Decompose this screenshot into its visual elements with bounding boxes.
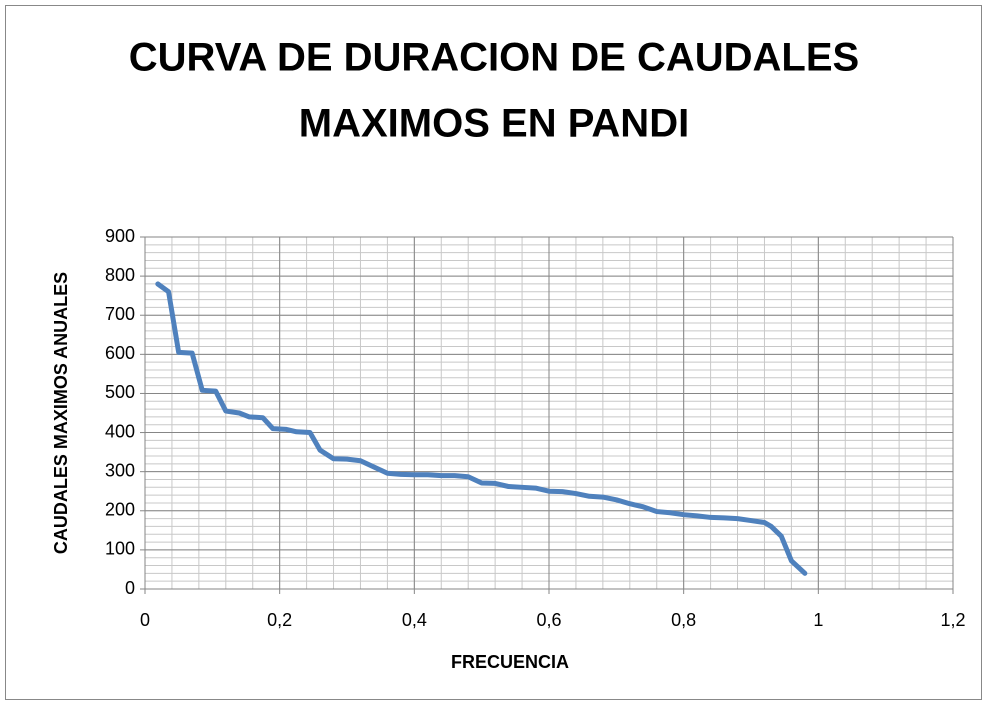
data-line: [155, 281, 808, 576]
x-axis-title: FRECUENCIA: [451, 652, 569, 672]
x-tick-label: 0,6: [536, 610, 561, 630]
y-tick-label: 100: [105, 539, 135, 559]
y-tick-label: 900: [105, 226, 135, 246]
x-tick-label: 0,8: [671, 610, 696, 630]
y-tick-label: 300: [105, 460, 135, 480]
major-grid: [140, 236, 954, 594]
y-tick-label: 800: [105, 265, 135, 285]
y-tick-label: 0: [125, 578, 135, 598]
x-tick-label: 0,4: [402, 610, 427, 630]
chart-title: MAXIMOS EN PANDI: [299, 102, 689, 146]
x-tick-label: 1: [813, 610, 823, 630]
x-tick-label: 0,2: [267, 610, 292, 630]
y-tick-label: 600: [105, 343, 135, 363]
x-tick-label: 1,2: [940, 610, 965, 630]
chart-title: CURVA DE DURACION DE CAUDALES: [129, 36, 859, 80]
y-tick-label: 200: [105, 500, 135, 520]
y-tick-label: 700: [105, 304, 135, 324]
y-tick-label: 500: [105, 382, 135, 402]
y-tick-label: 400: [105, 421, 135, 441]
y-axis-title: CAUDALES MAXIMOS ANUALES: [51, 272, 71, 554]
x-tick-label: 0: [140, 610, 150, 630]
